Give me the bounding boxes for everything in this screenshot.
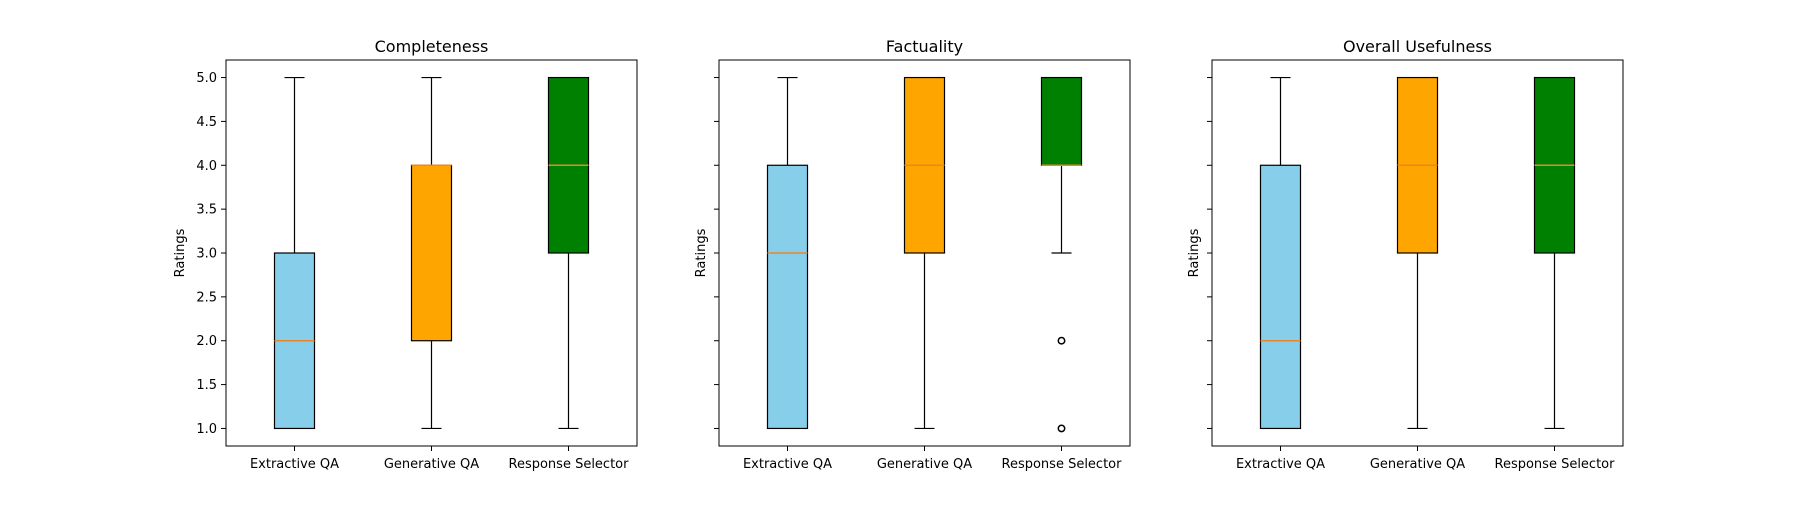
subplot-3: Overall Usefulness Ratings Extractive QA Ge… [1187, 37, 1624, 472]
box-body [766, 164, 809, 430]
box-3 [1533, 76, 1576, 430]
box-2 [1396, 76, 1439, 430]
x-tick-label: Extractive QA [250, 457, 339, 472]
box-2 [903, 76, 946, 430]
panel-title: Overall Usefulness [1343, 37, 1492, 56]
box-1 [273, 76, 316, 430]
y-tick-label: 4.0 [196, 159, 217, 174]
y-tick-label: 1.0 [196, 422, 217, 437]
y-axis-label: Ratings [173, 228, 188, 277]
y-tick-label: 3.0 [196, 247, 217, 262]
panel-title: Factuality [886, 37, 963, 56]
subplot-1: Completeness 1.0 1.5 2.0 2.5 3.0 3.5 4.0 4.5 5.0 R… [173, 37, 638, 472]
box-body [410, 164, 453, 342]
box-3 [1040, 76, 1083, 433]
y-axis-label: Ratings [1187, 228, 1202, 277]
y-axis-label: Ratings [694, 228, 709, 277]
x-tick-label: Response Selector [509, 457, 630, 472]
axes-frame [718, 59, 1131, 447]
x-tick-label: Extractive QA [1236, 457, 1325, 472]
axes-frame [225, 59, 638, 447]
outlier-point [1057, 336, 1066, 345]
y-tick-label: 3.5 [196, 203, 217, 218]
outlier-point [1057, 424, 1066, 433]
y-tick-label: 2.0 [196, 334, 217, 349]
x-tick-label: Extractive QA [743, 457, 832, 472]
y-tick-label: 4.5 [196, 115, 217, 130]
x-tick-label: Generative QA [384, 457, 479, 472]
subplot-2: Factuality Ratings Extractive QA Generative… [694, 37, 1131, 472]
box-body [1040, 76, 1083, 166]
x-tick-label: Response Selector [1495, 457, 1616, 472]
panel-title: Completeness [375, 37, 489, 56]
x-tick-label: Response Selector [1002, 457, 1123, 472]
y-tick-label: 1.5 [196, 378, 217, 393]
box-body [1259, 164, 1302, 430]
y-tick-label: 2.5 [196, 290, 217, 305]
box-1 [1259, 76, 1302, 430]
box-1 [766, 76, 809, 430]
box-2 [410, 76, 453, 430]
y-tick-label: 5.0 [196, 71, 217, 86]
axes-frame [1211, 59, 1624, 447]
box-3 [547, 76, 590, 430]
x-tick-label: Generative QA [1370, 457, 1465, 472]
x-tick-label: Generative QA [877, 457, 972, 472]
